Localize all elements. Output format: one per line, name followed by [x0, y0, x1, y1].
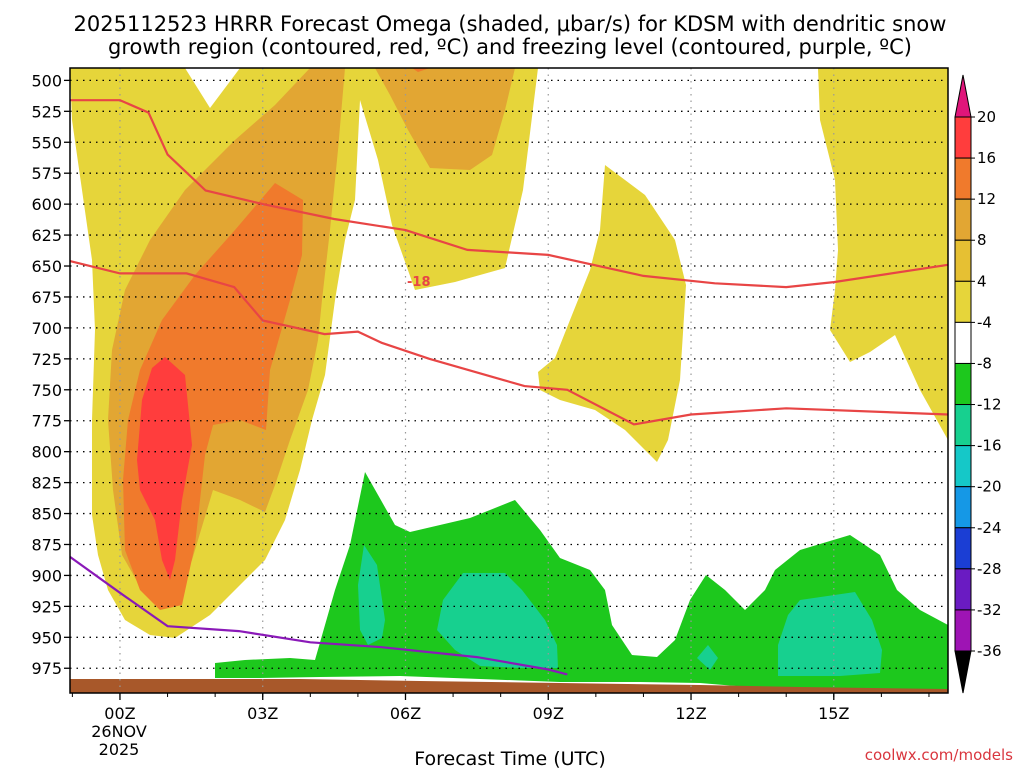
contour-lines: -18 — [69, 99, 949, 676]
colorbar-swatch--8 — [954, 362, 972, 406]
colorbar-tick-label--28: -28 — [977, 560, 1002, 578]
colorbar-tick-label--20: -20 — [977, 478, 1002, 496]
omega-shade-yellow-central — [538, 165, 686, 462]
omega-shade-teal-a — [358, 545, 385, 645]
y-tick-label-550: 550 — [31, 133, 62, 152]
x-tick-label-00Z: 00Z — [104, 704, 135, 723]
y-tick-label-725: 725 — [31, 350, 62, 369]
colorbar-swatch--20 — [954, 486, 972, 529]
colorbar-swatch-12 — [954, 198, 972, 241]
y-tick-label-575: 575 — [31, 164, 62, 183]
freezing-level-contour — [69, 556, 568, 676]
y-tick-label-750: 750 — [31, 381, 62, 400]
y-tick-label-650: 650 — [31, 257, 62, 276]
y-tick-label-700: 700 — [31, 319, 62, 338]
grid-lines — [70, 68, 948, 693]
colorbar-tick-label-12: 12 — [977, 190, 996, 208]
colorbar: 20 16 12 8 4 -4 -8 -12 -16 -20 -24 -28 -32 -36 — [954, 74, 1002, 694]
omega-shade-yellow-east — [818, 68, 948, 440]
colorbar-swatch--16 — [954, 445, 972, 488]
x-axis-label: Forecast Time (UTC) — [414, 748, 605, 768]
chart-title-line1: 2025112523 HRRR Forecast Omega (shaded, … — [74, 12, 947, 36]
colorbar-swatch-16 — [954, 157, 972, 200]
colorbar-tick-label--16: -16 — [977, 437, 1002, 455]
chart-title-line2: growth region (contoured, red, ºC) and f… — [108, 35, 912, 59]
x-tick-label-09Z: 09Z — [533, 704, 564, 723]
x-date-line1: 26NOV — [91, 722, 147, 741]
omega-shade-orange-north — [412, 68, 430, 72]
x-tick-label-03Z: 03Z — [247, 704, 278, 723]
x-date-line2: 2025 — [99, 740, 140, 759]
x-axis: 00Z 03Z 06Z 09Z 12Z 15Z — [71, 693, 930, 723]
y-tick-label-625: 625 — [31, 226, 62, 245]
colorbar-swatch--12 — [954, 404, 972, 447]
y-tick-label-525: 525 — [31, 102, 62, 121]
colorbar-tick-label-20: 20 — [977, 108, 996, 126]
colorbar-swatch-20 — [954, 116, 972, 159]
omega-shading — [70, 68, 948, 693]
colorbar-swatch-8 — [954, 239, 972, 282]
x-tick-label-15Z: 15Z — [818, 704, 849, 723]
colorbar-tick-label--36: -36 — [977, 642, 1002, 660]
colorbar-tick-label--8: -8 — [977, 354, 992, 372]
dgz-top-contour — [70, 99, 949, 289]
colorbar-tick-label-16: 16 — [977, 149, 996, 167]
contour-label-minus18: -18 — [407, 275, 431, 290]
y-tick-label-925: 925 — [31, 597, 62, 616]
colorbar-tick-label--12: -12 — [977, 396, 1002, 414]
omega-shade-gold-north — [375, 68, 515, 170]
colorbar-swatch--24 — [954, 527, 972, 570]
colorbar-swatch--4 — [954, 321, 972, 364]
colorbar-tick-label--4: -4 — [977, 313, 992, 331]
x-tick-label-06Z: 06Z — [390, 704, 421, 723]
colorbar-tick-label--24: -24 — [977, 519, 1002, 537]
x-tick-label-12Z: 12Z — [675, 704, 706, 723]
y-tick-label-975: 975 — [31, 659, 62, 678]
omega-shade-teal-c — [778, 592, 882, 676]
y-tick-label-950: 950 — [31, 628, 62, 647]
y-tick-label-900: 900 — [31, 566, 62, 585]
y-tick-label-800: 800 — [31, 443, 62, 462]
colorbar-tick-label-8: 8 — [977, 231, 987, 249]
y-axis: 500 525 550 575 600 625 650 675 700 725 750 775 800 8… — [31, 71, 70, 678]
plot-area: -18 — [69, 67, 949, 694]
y-tick-label-825: 825 — [31, 474, 62, 493]
omega-shade-teal-b — [437, 573, 558, 668]
credit-text: coolwx.com/models — [865, 746, 1013, 764]
plot-frame — [69, 67, 949, 694]
colorbar-tick-label--32: -32 — [977, 601, 1002, 619]
ground-terrain — [70, 679, 948, 693]
dgz-bottom-contour — [69, 260, 949, 426]
colorbar-tick-label-4: 4 — [977, 272, 987, 290]
y-tick-label-850: 850 — [31, 505, 62, 524]
colorbar-swatch--32 — [954, 609, 972, 652]
colorbar-swatch--28 — [954, 568, 972, 611]
colorbar-bottom-triangle — [954, 650, 972, 694]
omega-shade-teal-d — [697, 645, 718, 670]
y-tick-label-500: 500 — [31, 71, 62, 90]
y-tick-label-775: 775 — [31, 412, 62, 431]
y-tick-label-675: 675 — [31, 288, 62, 307]
colorbar-top-triangle — [954, 74, 972, 118]
omega-shade-red-core — [137, 357, 192, 580]
omega-shade-green-south — [215, 472, 948, 690]
y-tick-label-875: 875 — [31, 535, 62, 554]
y-tick-label-600: 600 — [31, 195, 62, 214]
colorbar-swatch-4 — [954, 280, 972, 323]
